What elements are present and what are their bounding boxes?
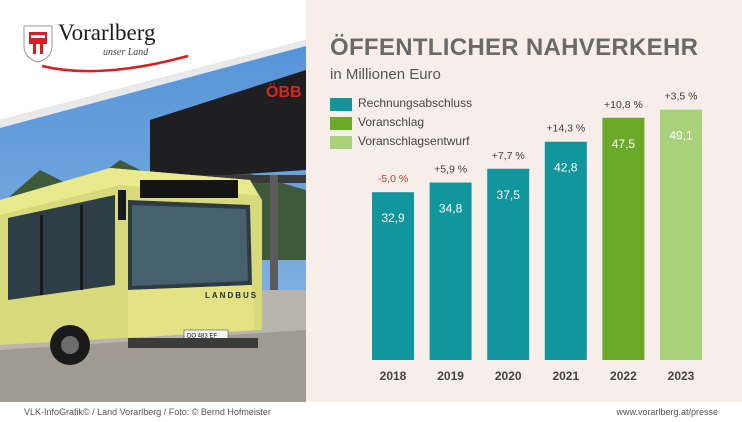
bar-2018 <box>372 192 414 360</box>
bar-value-label: 49,1 <box>669 129 693 143</box>
legend-label: Voranschlag <box>358 115 425 129</box>
change-label: +5,9 % <box>434 164 467 176</box>
bar-value-label: 34,8 <box>439 202 463 216</box>
bar-value-label: 37,5 <box>497 188 521 202</box>
x-tick-label: 2019 <box>437 369 464 383</box>
bus-photo: ÖBB LANDBUS DO 483 EF <box>0 0 306 402</box>
change-label: +14,3 % <box>546 123 585 135</box>
legend-swatch <box>330 117 352 130</box>
license-plate: DO 483 EF <box>187 334 217 340</box>
bar-2020 <box>487 168 530 360</box>
bar-2023 <box>660 109 702 360</box>
x-tick-label: 2021 <box>552 369 579 383</box>
legend-swatch <box>330 136 352 149</box>
legend-label: Rechnungsabschluss <box>358 96 473 110</box>
change-label: +10,8 % <box>604 99 643 111</box>
station-sign: ÖBB <box>266 82 302 101</box>
x-tick-label: 2022 <box>610 369 637 383</box>
bar-value-label: 42,8 <box>554 161 578 175</box>
legend-swatch <box>330 98 352 111</box>
bar-2021 <box>544 141 587 360</box>
footer-credits: VLK-InfoGrafik© / Land Vorarlberg / Foto… <box>24 407 271 417</box>
footer: VLK-InfoGrafik© / Land Vorarlberg / Foto… <box>0 402 742 422</box>
footer-url[interactable]: www.vorarlberg.at/presse <box>616 407 718 417</box>
logo-tagline: unser Land <box>103 47 149 58</box>
change-label: +7,7 % <box>492 150 525 162</box>
x-tick-label: 2020 <box>495 369 522 383</box>
change-label: +3,5 % <box>665 91 698 103</box>
x-tick-label: 2018 <box>380 369 407 383</box>
chart-subtitle: in Millionen Euro <box>330 66 441 83</box>
chart-title: ÖFFENTLICHER NAHVERKEHR <box>330 34 699 61</box>
change-label: -5,0 % <box>378 173 408 185</box>
legend-label: Voranschlagsentwurf <box>358 134 470 148</box>
vorarlberg-logo: Vorarlberg unser Land <box>20 20 190 75</box>
bus-side-text: LANDBUS <box>205 291 258 300</box>
bar-value-label: 32,9 <box>381 211 405 225</box>
x-tick-label: 2023 <box>668 369 695 383</box>
logo-wordmark: Vorarlberg <box>58 20 156 45</box>
logo-swoosh-icon <box>41 54 189 73</box>
bar-2019 <box>429 182 472 360</box>
bar-value-label: 47,5 <box>612 137 636 151</box>
coat-of-arms-icon <box>23 25 53 63</box>
bar-chart: 32,9 -5,0 % 2018 34,8 +5,9 % 2019 37,5 +7,7 % 20… <box>372 91 702 383</box>
bar-2022 <box>602 117 645 360</box>
